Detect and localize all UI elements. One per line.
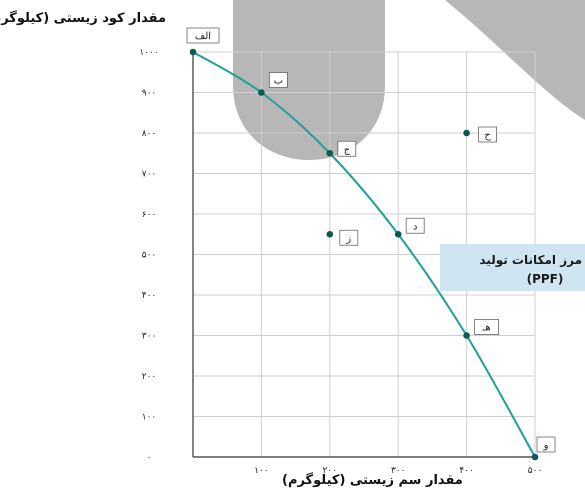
data-points bbox=[189, 48, 539, 461]
ppf-label-box: مرز امکانات تولید (PPF) bbox=[440, 244, 585, 291]
point-label: الف bbox=[195, 31, 211, 42]
x-tick-label: ۳۰۰ bbox=[391, 466, 406, 476]
data-point bbox=[463, 332, 470, 339]
point-label-box bbox=[478, 126, 498, 143]
data-point bbox=[326, 149, 334, 157]
point-label-box bbox=[268, 72, 288, 88]
data-point bbox=[326, 230, 334, 238]
y-tick-label: ۱۰۰۰ bbox=[139, 48, 158, 58]
y-axis-title: مقدار کود زیستی (کیلوگرم) bbox=[0, 10, 166, 26]
point-label: ج bbox=[344, 144, 351, 155]
y-tick-label: ۹۰۰ bbox=[142, 89, 157, 99]
x-tick-label: ۲۰۰ bbox=[323, 466, 338, 476]
x-tick-labels: ۱۰۰ ۲۰۰ ۳۰۰ ۴۰۰ ۵۰۰ bbox=[254, 466, 543, 476]
y-tick-label: ۸۰۰ bbox=[142, 129, 157, 139]
x-tick-label: ۵۰۰ bbox=[528, 466, 543, 476]
data-point bbox=[394, 230, 402, 238]
data-point bbox=[463, 129, 470, 137]
x-tick-label: ۴۰۰ bbox=[459, 466, 474, 476]
y-tick-label: ۴۰۰ bbox=[142, 291, 157, 301]
axes bbox=[192, 52, 537, 458]
point-label-box bbox=[339, 229, 359, 246]
point-label: ب bbox=[274, 76, 283, 87]
point-label: د bbox=[413, 221, 417, 232]
ppf-label-background bbox=[440, 244, 585, 291]
point-labels: الف ب ج د هـ و ح ز bbox=[186, 27, 556, 453]
ppf-label-text: مرز امکانات تولید bbox=[479, 253, 582, 268]
y-tick-label: ۵۰۰ bbox=[142, 251, 157, 261]
point-label-box bbox=[337, 140, 357, 157]
point-label-box bbox=[186, 27, 220, 44]
y-tick-label: ۶۰۰ bbox=[142, 210, 157, 220]
data-point bbox=[531, 453, 539, 461]
y-tick-label: ۲۰۰ bbox=[142, 372, 157, 382]
point-label-box bbox=[474, 319, 500, 335]
point-label: هـ bbox=[481, 323, 490, 334]
ppf-label-abbrev: (PPF) bbox=[527, 272, 564, 286]
point-label-box bbox=[536, 436, 556, 453]
y-tick-label: ۳۰۰ bbox=[142, 332, 157, 342]
y-tick-label: ۷۰۰ bbox=[142, 170, 157, 180]
background-decoration bbox=[233, 0, 585, 160]
point-label: ح bbox=[484, 130, 491, 141]
point-label-box bbox=[405, 217, 425, 234]
y-tick-labels: ۰ ۱۰۰ ۲۰۰ ۳۰۰ ۴۰۰ ۵۰۰ ۶۰۰ ۷۰۰ ۸۰۰ ۹۰۰ ۱۰۰۰ bbox=[139, 48, 158, 463]
y-tick-label: ۱۰۰ bbox=[142, 413, 157, 423]
x-axis-title: مقدار سم زیستی (کیلوگرم) bbox=[282, 472, 463, 488]
x-tick-label: ۱۰۰ bbox=[254, 466, 269, 476]
y-tick-label: ۰ bbox=[147, 453, 152, 463]
data-point bbox=[189, 48, 197, 56]
point-label: ز bbox=[345, 233, 351, 244]
data-point bbox=[258, 89, 265, 96]
point-label: و bbox=[543, 440, 549, 451]
